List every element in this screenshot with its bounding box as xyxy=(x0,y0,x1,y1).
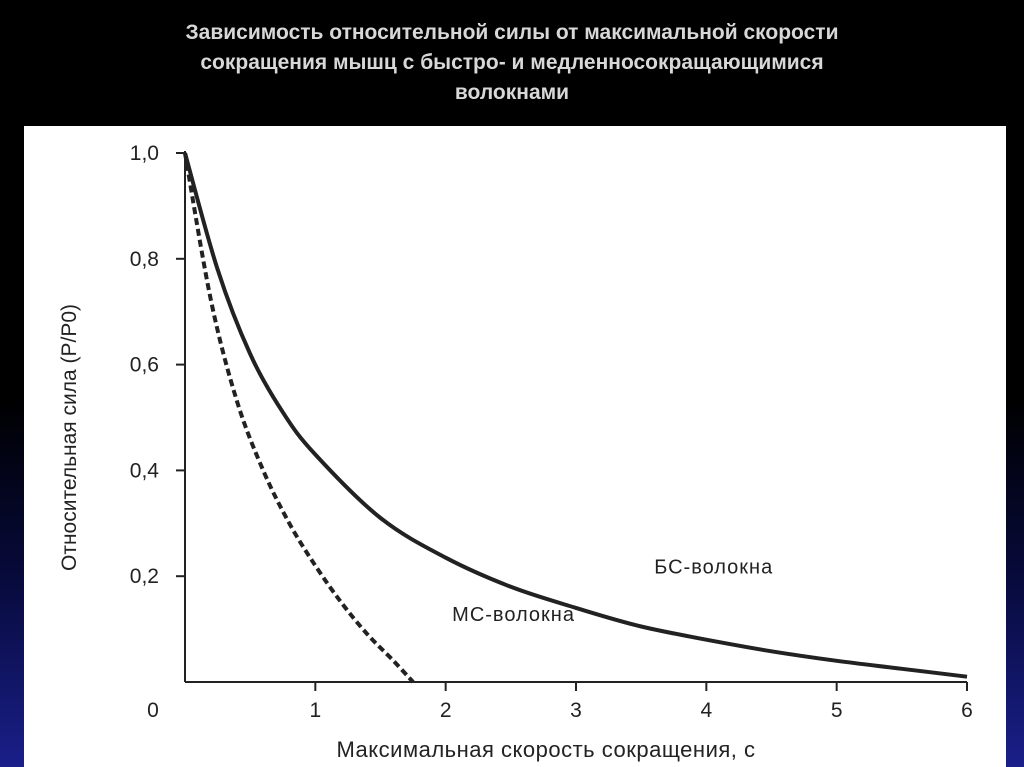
y-axis-label: Относительная сила (P/P0) xyxy=(58,304,81,571)
series xyxy=(183,152,968,684)
series-line-bs xyxy=(183,152,968,679)
y-tick-label: 1,0 xyxy=(130,142,159,165)
ticks: 0 1 2 3 4 5 6 0,2 0,4 0,6 0,8 1,0 xyxy=(130,142,973,722)
series-line-ms xyxy=(183,152,415,684)
axes xyxy=(184,151,967,683)
x-tick-label: 2 xyxy=(440,699,452,722)
labels: БС-волокна МС-волокна Максимальная скорост… xyxy=(58,304,773,762)
annotation-ms: МС-волокна xyxy=(452,604,575,626)
y-tick-label: 0,4 xyxy=(130,459,160,482)
annotation-bs: БС-волокна xyxy=(654,557,773,579)
y-tick-label: 0,8 xyxy=(130,248,159,271)
y-tick-label: 0,2 xyxy=(130,565,159,588)
title-line-3: волокнами xyxy=(454,81,570,104)
x-tick-label: 3 xyxy=(570,699,582,722)
x-tick-label: 6 xyxy=(961,699,973,722)
x-tick-label: 4 xyxy=(700,699,712,722)
title-line-1: Зависимость относительной силы от максим… xyxy=(185,21,839,44)
x-axis-label: Максимальная скорость сокращения, с xyxy=(336,737,755,762)
slide-title: Зависимость относительной силы от максим… xyxy=(0,18,1024,118)
x-tick-label: 0 xyxy=(147,699,159,722)
y-tick-label: 0,6 xyxy=(130,354,159,377)
x-tick-label: 5 xyxy=(831,699,843,722)
title-line-2: сокращения мышц с быстро- и медленносокр… xyxy=(200,51,824,74)
x-tick-label: 1 xyxy=(309,699,321,722)
chart: 0 1 2 3 4 5 6 0,2 0,4 0,6 0,8 1,0 БС-волокна МС-воло… xyxy=(58,142,973,762)
chart-panel: 0 1 2 3 4 5 6 0,2 0,4 0,6 0,8 1,0 БС-волокна МС-воло… xyxy=(24,126,1006,767)
